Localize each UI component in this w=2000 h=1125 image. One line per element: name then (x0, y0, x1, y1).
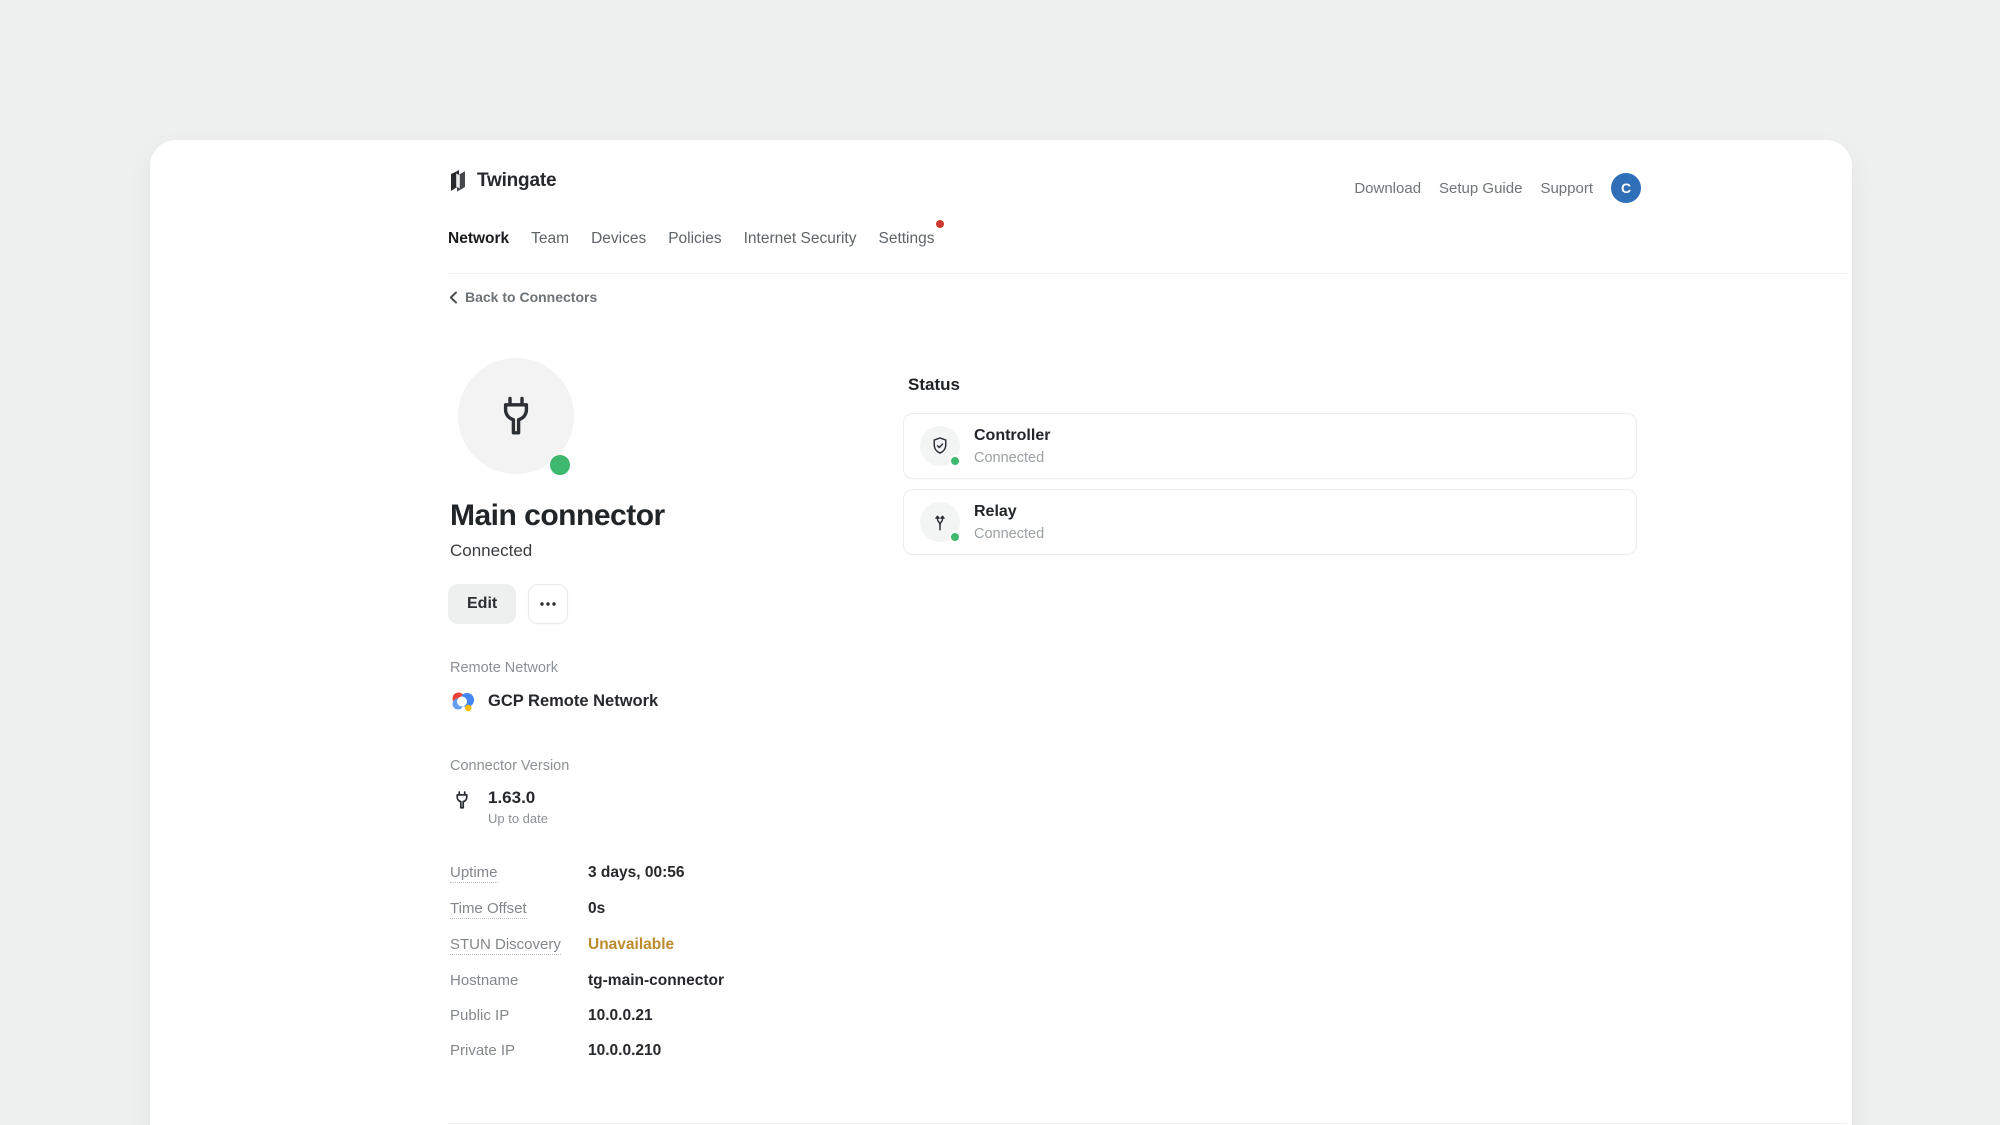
status-item-state: Connected (974, 526, 1045, 542)
detail-label-public-ip: Public IP (450, 1007, 510, 1024)
main-content-card: Twingate Download Setup Guide Support C … (150, 140, 1852, 1125)
download-link[interactable]: Download (1354, 179, 1422, 197)
detail-label-time-offset[interactable]: Time Offset (450, 900, 527, 919)
more-options-button[interactable] (528, 584, 569, 624)
relay-icon-wrap (920, 502, 961, 543)
connector-name: Main connector (450, 499, 665, 532)
support-link[interactable]: Support (1540, 179, 1593, 197)
header-actions: Download Setup Guide Support C (1354, 173, 1641, 203)
detail-label-uptime[interactable]: Uptime (450, 864, 498, 883)
user-avatar[interactable]: C (1611, 173, 1641, 203)
status-section-title: Status (908, 375, 960, 394)
status-card-relay: Relay Connected (903, 489, 1637, 555)
tab-network[interactable]: Network (448, 230, 510, 247)
settings-notification-dot (935, 220, 944, 228)
detail-value-public-ip: 10.0.0.21 (588, 1007, 653, 1024)
tab-team[interactable]: Team (531, 230, 570, 247)
controller-icon-wrap (920, 426, 961, 467)
shield-check-icon (929, 435, 951, 457)
header-divider (448, 273, 1847, 274)
status-item-name: Relay (974, 503, 1017, 520)
brand: Twingate (448, 170, 557, 192)
relay-online-dot (949, 531, 961, 543)
remote-network-label: Remote Network (450, 660, 558, 676)
remote-network-link[interactable]: GCP Remote Network (449, 689, 658, 713)
detail-label-private-ip: Private IP (450, 1042, 516, 1059)
tab-devices[interactable]: Devices (591, 230, 647, 247)
connector-version-label: Connector Version (450, 758, 570, 774)
connector-version-value: 1.63.0 (488, 788, 536, 807)
setup-guide-link[interactable]: Setup Guide (1439, 179, 1523, 197)
ellipsis-icon (539, 601, 557, 607)
tab-settings[interactable]: Settings (878, 230, 935, 247)
status-card-controller: Controller Connected (903, 413, 1637, 479)
tab-policies[interactable]: Policies (668, 230, 722, 247)
brand-name: Twingate (477, 170, 557, 191)
bottom-section-divider (448, 1123, 1847, 1124)
detail-value-stun-discovery: Unavailable (588, 936, 675, 953)
relay-split-icon (929, 511, 951, 533)
detail-value-uptime: 3 days, 00:56 (588, 864, 685, 881)
detail-value-hostname: tg-main-connector (588, 972, 725, 989)
connector-state: Connected (450, 541, 533, 560)
connector-actions: Edit (448, 584, 569, 624)
detail-value-time-offset: 0s (588, 900, 606, 917)
edit-button[interactable]: Edit (448, 584, 517, 624)
connector-avatar (458, 358, 574, 474)
back-to-connectors-link[interactable]: Back to Connectors (449, 289, 597, 305)
chevron-left-icon (449, 291, 458, 304)
detail-label-hostname: Hostname (450, 972, 519, 989)
back-link-label: Back to Connectors (465, 289, 598, 305)
plug-icon (492, 392, 540, 440)
twingate-logo-icon (448, 170, 468, 192)
connector-details-list: Uptime 3 days, 00:56 Time Offset 0s STUN… (450, 864, 724, 1060)
plug-icon (451, 789, 473, 826)
connector-version-note: Up to date (488, 811, 548, 826)
detail-value-private-ip: 10.0.0.210 (588, 1042, 662, 1059)
controller-online-dot (949, 455, 961, 467)
primary-nav: Network Team Devices Policies Internet S… (448, 220, 944, 250)
connector-online-dot (550, 455, 570, 475)
gcp-cloud-icon (449, 689, 476, 713)
status-item-name: Controller (974, 427, 1051, 444)
status-item-state: Connected (974, 450, 1045, 466)
tab-internet-security[interactable]: Internet Security (743, 230, 857, 247)
remote-network-value: GCP Remote Network (488, 691, 659, 710)
connector-version-row: 1.63.0 Up to date (451, 788, 548, 826)
detail-label-stun-discovery[interactable]: STUN Discovery (450, 936, 561, 955)
